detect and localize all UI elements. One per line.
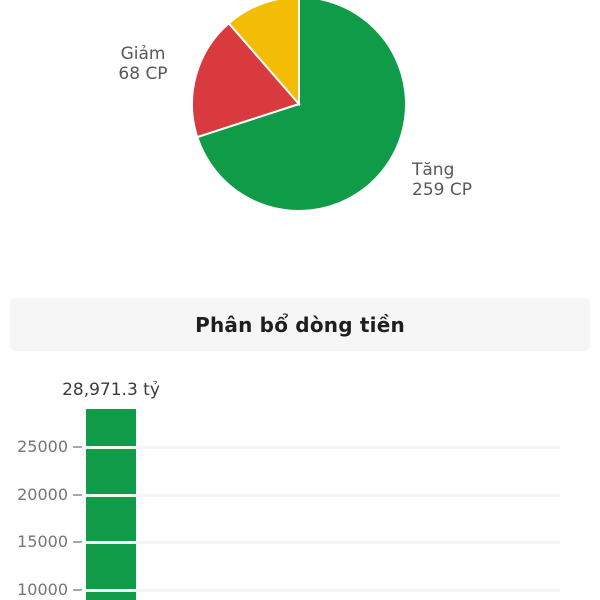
cash-flow-bar-0[interactable] [86, 409, 136, 600]
pie-label-giam: Giảm 68 CP [95, 44, 191, 84]
ytick-label-25000: 25000 [17, 437, 68, 456]
ytick-label-10000: 10000 [17, 579, 68, 599]
pie-slice-tang[interactable] [195, 0, 407, 212]
pie-label-tang: Tăng 259 CP [412, 160, 532, 200]
pie-label-tang-line1: Tăng [412, 160, 455, 180]
section-title: Phân bổ dòng tiền [195, 312, 405, 337]
market-breadth-pie [191, 0, 407, 212]
gridline-20000 [86, 493, 560, 497]
ytick-label-20000: 20000 [17, 484, 68, 504]
ytick-dash-25000 [73, 446, 82, 448]
gridline-25000 [86, 446, 560, 449]
pie-label-giam-line2: 68 CP [118, 64, 168, 84]
bar-value-label: 28,971.3 tỷ [62, 380, 160, 401]
pie-label-giam-line1: Giảm [120, 44, 166, 64]
ytick-dash-15000 [73, 541, 82, 543]
bar-chart-area: 28,971.3 tỷ 25000 20000 15000 10000 [0, 352, 600, 600]
ytick-dash-10000 [73, 588, 82, 591]
gridline-15000 [86, 541, 560, 544]
pie-slice-unlabeled-yellow[interactable] [227, 0, 300, 107]
ytick-dash-20000 [73, 493, 82, 496]
ytick-label-15000: 15000 [17, 532, 68, 551]
pie-slice-giam[interactable] [191, 21, 301, 139]
pie-label-tang-line2: 259 CP [412, 180, 472, 200]
section-header: Phân bổ dòng tiền [10, 298, 590, 351]
gridline-10000 [86, 588, 560, 592]
